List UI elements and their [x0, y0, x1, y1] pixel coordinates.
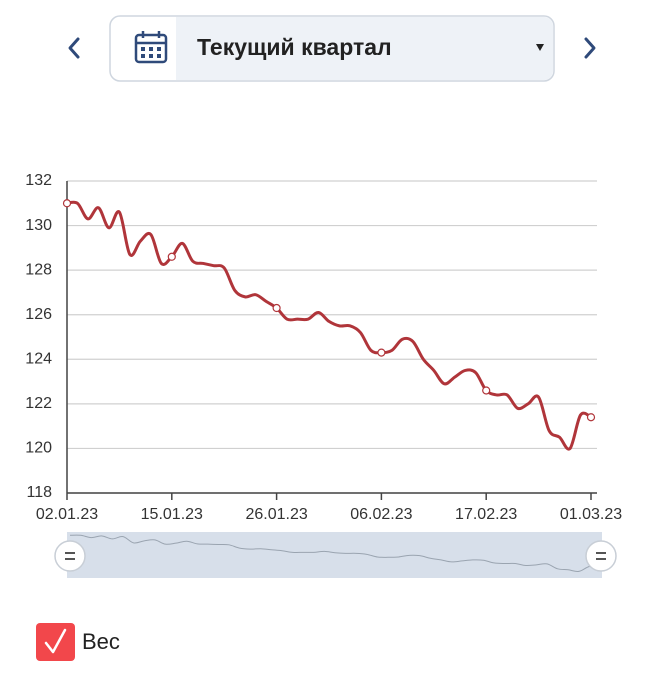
chart: 118 120 122 124 126 128 130 132 02.01.23 15.01.23…: [25, 172, 622, 523]
y-tick-label: 122: [25, 395, 52, 412]
x-tick-label: 06.02.23: [350, 506, 412, 523]
point-marker: [62, 199, 72, 208]
legend-item[interactable]: Вес: [36, 623, 120, 661]
y-tick-label: 130: [25, 217, 52, 234]
period-label: Текущий квартал: [197, 34, 392, 60]
y-tick-label: 126: [25, 306, 52, 323]
navigator-handle-left[interactable]: [54, 540, 86, 572]
x-tick-label: 01.03.23: [560, 506, 622, 523]
dropdown-field: [176, 17, 553, 80]
navigator-handle-right[interactable]: [585, 540, 617, 572]
navigator: [69, 534, 601, 573]
prev-period-button[interactable]: [68, 37, 80, 59]
point-marker: [586, 413, 596, 422]
legend-checkbox: [36, 623, 75, 661]
y-tick-label: 120: [25, 440, 52, 457]
navigator-track: [67, 532, 602, 578]
x-tick-label: 26.01.23: [245, 506, 307, 523]
series-line: [66, 200, 592, 451]
calendar-icon: [134, 31, 168, 64]
legend-label: Вес: [82, 629, 120, 654]
y-tick-label: 132: [25, 172, 52, 189]
y-tick-label: 128: [25, 261, 52, 278]
point-marker: [482, 386, 491, 395]
x-tick-label: 15.01.23: [141, 506, 203, 523]
x-tick-label: 17.02.23: [455, 506, 517, 523]
period-dropdown[interactable]: Текущий квартал: [109, 15, 555, 82]
y-tick-label: 118: [26, 484, 52, 501]
point-marker: [272, 303, 281, 313]
y-tick-label: 124: [25, 351, 52, 368]
check-mark: [44, 628, 67, 654]
point-marker: [167, 252, 176, 261]
next-period-button[interactable]: [584, 37, 596, 59]
navigator-line: [69, 534, 601, 573]
point-marker: [377, 348, 386, 357]
dropdown-caret: [536, 44, 544, 51]
x-tick-label: 02.01.23: [36, 506, 98, 523]
